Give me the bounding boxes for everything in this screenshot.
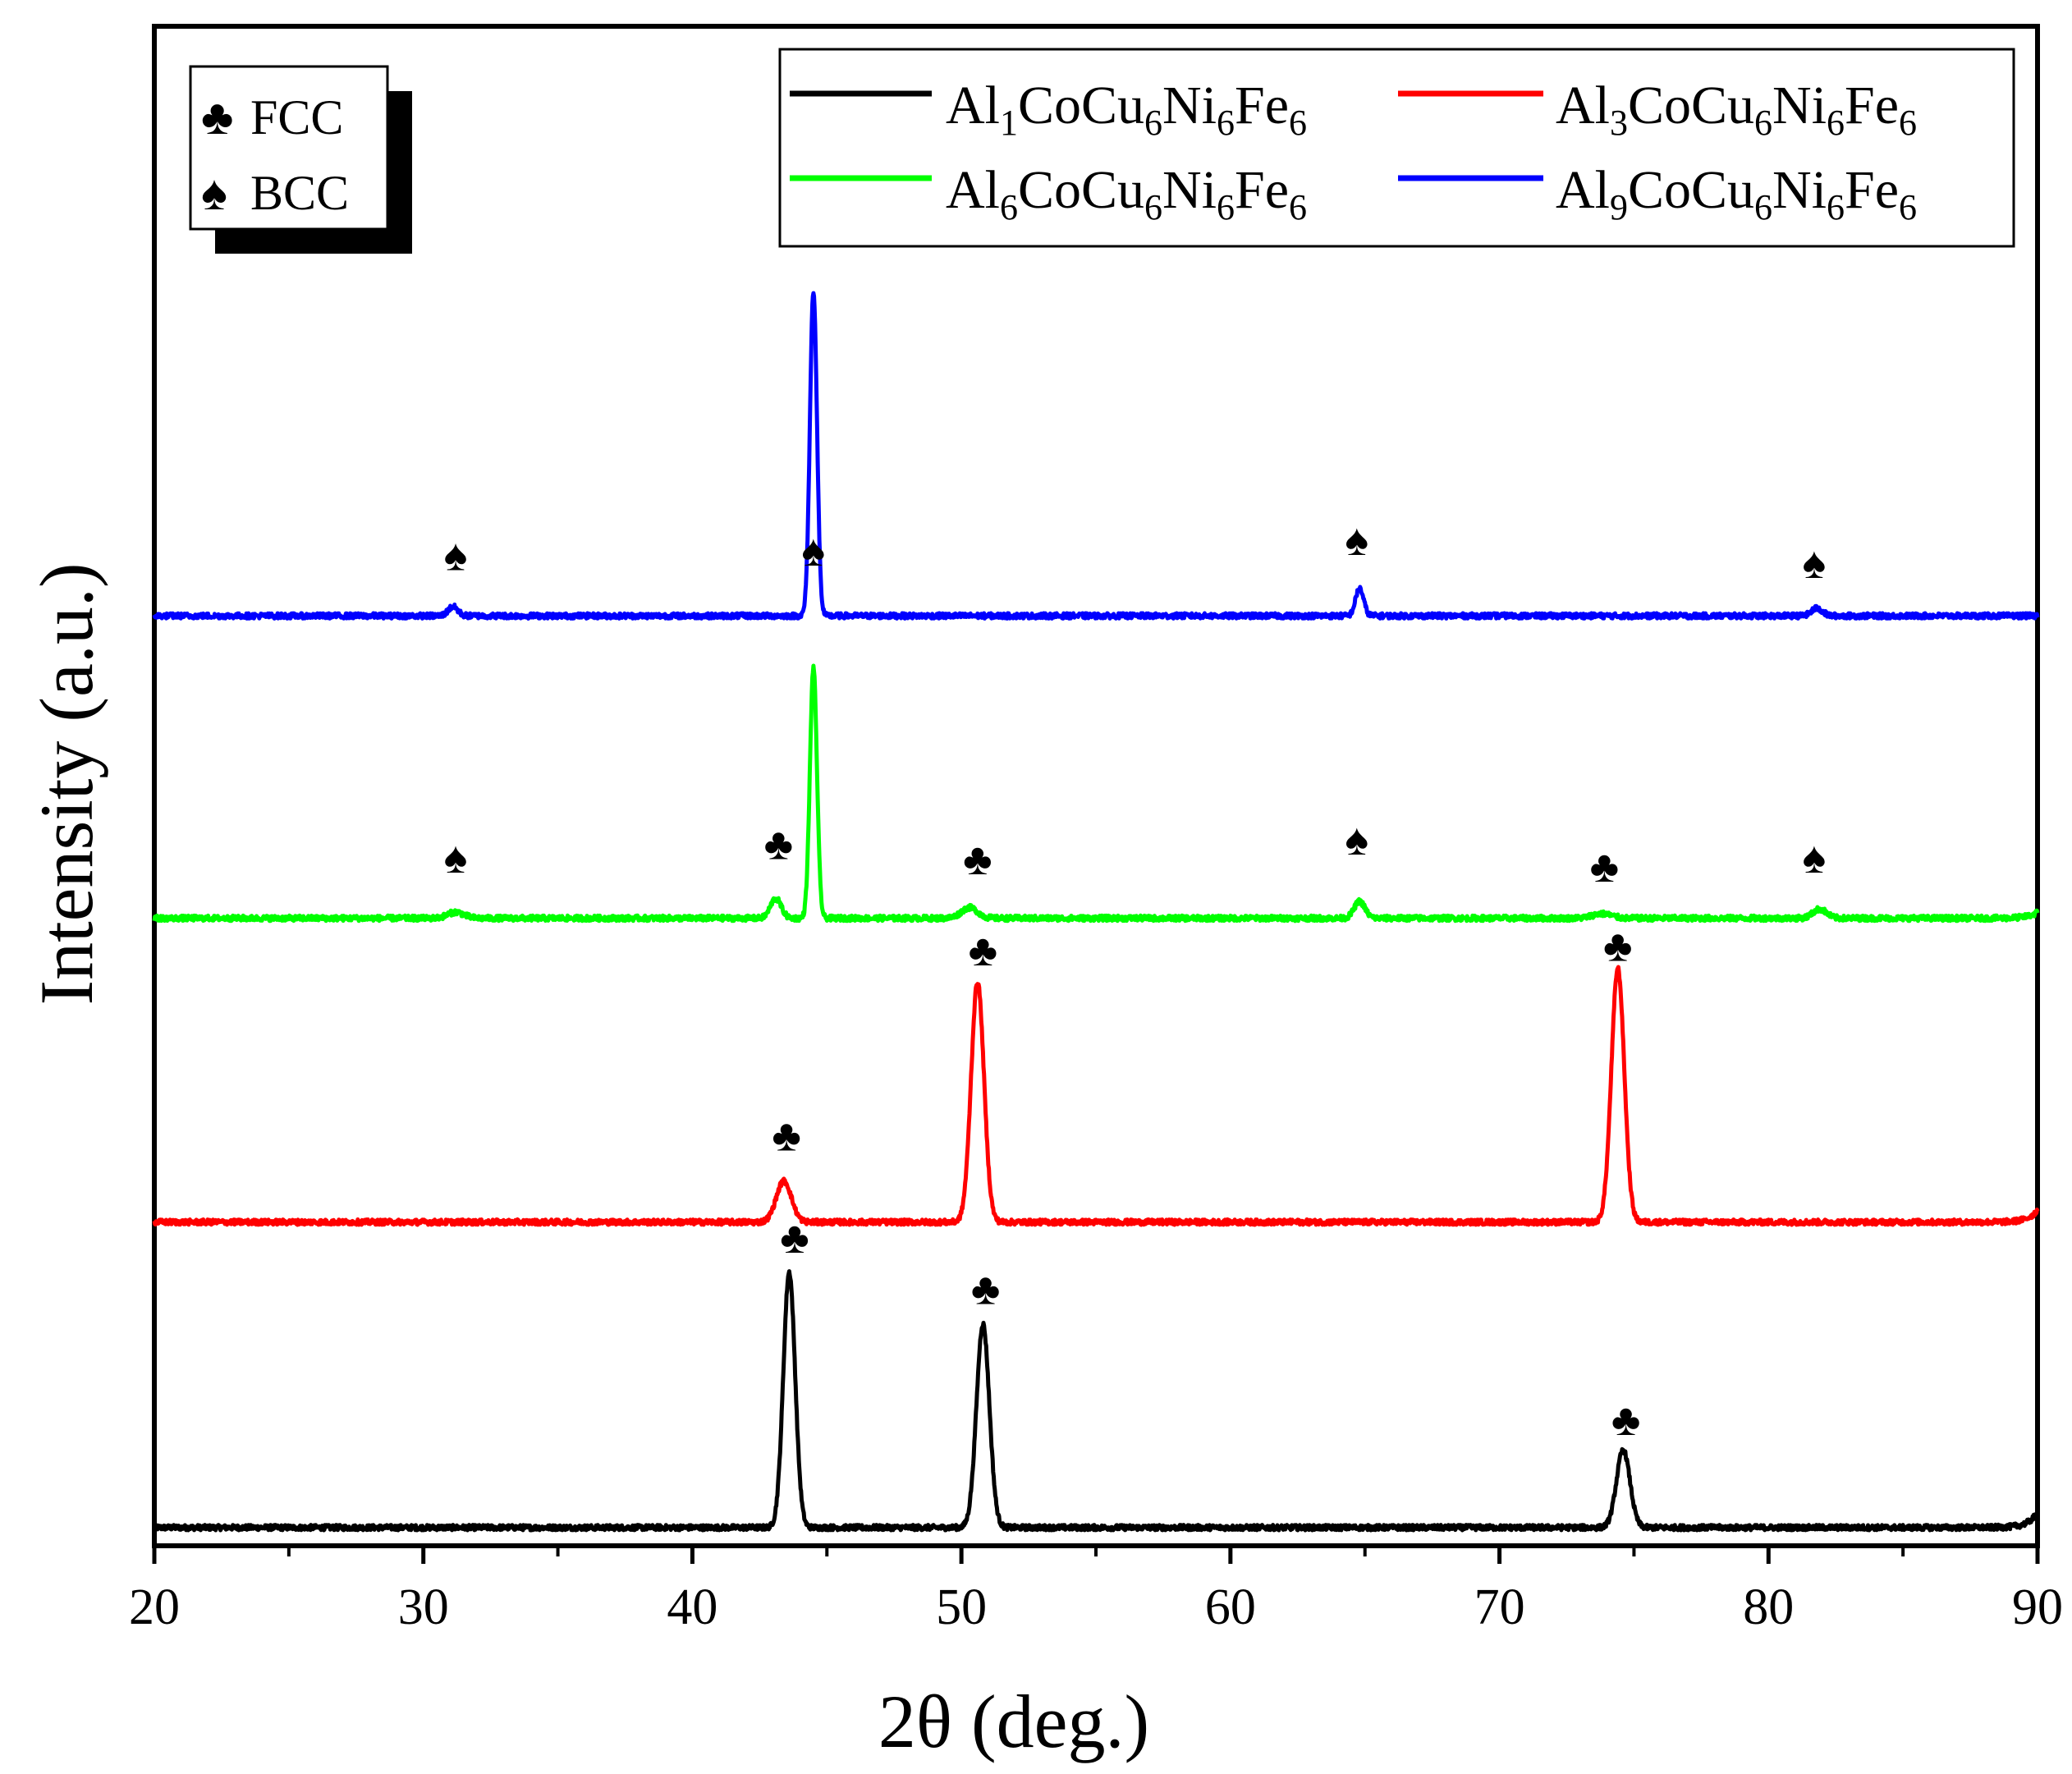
- legend-text-part: CoCu: [1628, 160, 1754, 220]
- fcc-peak-marker: ♣: [971, 1265, 1000, 1314]
- series-line-2: [152, 965, 2040, 1227]
- legend-text-part: Fe: [1235, 160, 1289, 220]
- legend-subscript: 6: [1000, 187, 1018, 227]
- fcc-peak-marker: ♣: [963, 835, 992, 884]
- legend-label-3: Al6CoCu6Ni6Fe6: [946, 160, 1307, 227]
- fcc-symbol-icon: ♣: [201, 90, 233, 144]
- legend-subscript: 6: [1144, 103, 1162, 143]
- x-tick-label: 30: [398, 1579, 449, 1635]
- legend-text-part: Al: [1556, 160, 1610, 220]
- series-line-3: [152, 663, 2040, 924]
- legend-text-part: Al: [946, 160, 1000, 220]
- fcc-peak-marker: ♣: [969, 926, 997, 975]
- bcc-peak-marker: ♠: [444, 833, 468, 882]
- legend-text-part: Al: [1556, 76, 1610, 135]
- legend-subscript: 6: [1827, 187, 1845, 227]
- legend-text-part: Ni: [1772, 160, 1827, 220]
- x-tick-label: 80: [1743, 1579, 1794, 1635]
- bcc-peak-marker: ♠: [1803, 539, 1827, 588]
- legend-subscript: 6: [1217, 103, 1235, 143]
- plot-area: [152, 24, 2040, 1548]
- legend-subscript: 6: [1754, 103, 1772, 143]
- fcc-peak-marker: ♣: [1590, 842, 1619, 892]
- peak-annotations: ♠♠♠♠♠♣♠♣♠♣♠♣♣♣♣♣♣: [444, 158, 1827, 1445]
- fcc-peak-marker: ♣: [1611, 1396, 1640, 1445]
- legend-text-part: CoCu: [1628, 76, 1754, 135]
- legend-text-part: CoCu: [1018, 160, 1144, 220]
- x-tick-label: 40: [667, 1579, 717, 1635]
- x-tick-label: 90: [2012, 1579, 2063, 1635]
- series-legend: Al1CoCu6Ni6Fe6 Al3CoCu6Ni6Fe6Al6CoCu6Ni6F…: [778, 48, 2015, 248]
- bcc-peak-marker: ♠: [444, 531, 468, 580]
- legend-subscript: 9: [1610, 187, 1628, 227]
- x-tick-label: 70: [1474, 1579, 1525, 1635]
- axis-titles: 2θ (deg.) Intensity (a.u.): [25, 562, 1149, 1763]
- legend-text-part: Fe: [1845, 76, 1899, 135]
- legend-label-1: Al1CoCu6Ni6Fe6: [946, 76, 1307, 143]
- legend-text-part: Al: [946, 76, 1000, 135]
- phase-legend: ♣ FCC ♠ BCC: [189, 65, 412, 254]
- legend-text-part: Fe: [1235, 76, 1289, 135]
- legend-text-part: Fe: [1845, 160, 1899, 220]
- legend-label-2: Al3CoCu6Ni6Fe6: [1556, 76, 1917, 143]
- legend-subscript: 6: [1289, 187, 1307, 227]
- x-axis: 20 30 40 50 60 70 80 90: [129, 1546, 2063, 1635]
- series-layer: [152, 291, 2040, 1533]
- legend-subscript: 6: [1217, 187, 1235, 227]
- fcc-peak-marker: ♣: [780, 1213, 809, 1263]
- bcc-peak-marker: ♠: [1345, 516, 1369, 565]
- legend-subscript: 6: [1144, 187, 1162, 227]
- x-tick-label: 60: [1205, 1579, 1256, 1635]
- bcc-symbol-icon: ♠: [201, 166, 227, 220]
- x-tick-label: 20: [129, 1579, 180, 1635]
- legend-subscript: 6: [1827, 103, 1845, 143]
- legend-subscript: 3: [1610, 103, 1628, 143]
- bcc-peak-marker: ♠: [1803, 833, 1827, 882]
- legend-subscript: 6: [1754, 187, 1772, 227]
- plot-frame: [152, 24, 2040, 1548]
- x-tick-label: 50: [936, 1579, 987, 1635]
- fcc-peak-marker: ♣: [772, 1112, 800, 1161]
- series-legend-box: [778, 48, 2015, 248]
- bcc-label: BCC: [250, 166, 349, 220]
- phase-legend-box: [189, 65, 389, 231]
- legend-text-part: Ni: [1162, 160, 1217, 220]
- bcc-peak-marker: ♠: [1345, 815, 1369, 864]
- fcc-label: FCC: [250, 90, 343, 144]
- y-axis-title: Intensity (a.u.): [25, 562, 108, 1005]
- bcc-peak-marker: ♠: [802, 526, 826, 575]
- legend-subscript: 6: [1289, 103, 1307, 143]
- fcc-peak-marker: ♣: [1603, 921, 1632, 970]
- legend-text-part: Ni: [1162, 76, 1217, 135]
- fcc-peak-marker: ♣: [764, 819, 793, 869]
- series-line-1: [152, 1269, 2039, 1533]
- x-axis-title: 2θ (deg.): [878, 1680, 1149, 1763]
- series-line-4: [152, 291, 2040, 621]
- legend-subscript: 6: [1899, 187, 1917, 227]
- legend-subscript: 1: [1000, 103, 1018, 143]
- legend-subscript: 6: [1899, 103, 1917, 143]
- legend-text-part: CoCu: [1018, 76, 1144, 135]
- legend-label-4: Al9CoCu6Ni6Fe6: [1556, 160, 1917, 227]
- legend-text-part: Ni: [1772, 76, 1827, 135]
